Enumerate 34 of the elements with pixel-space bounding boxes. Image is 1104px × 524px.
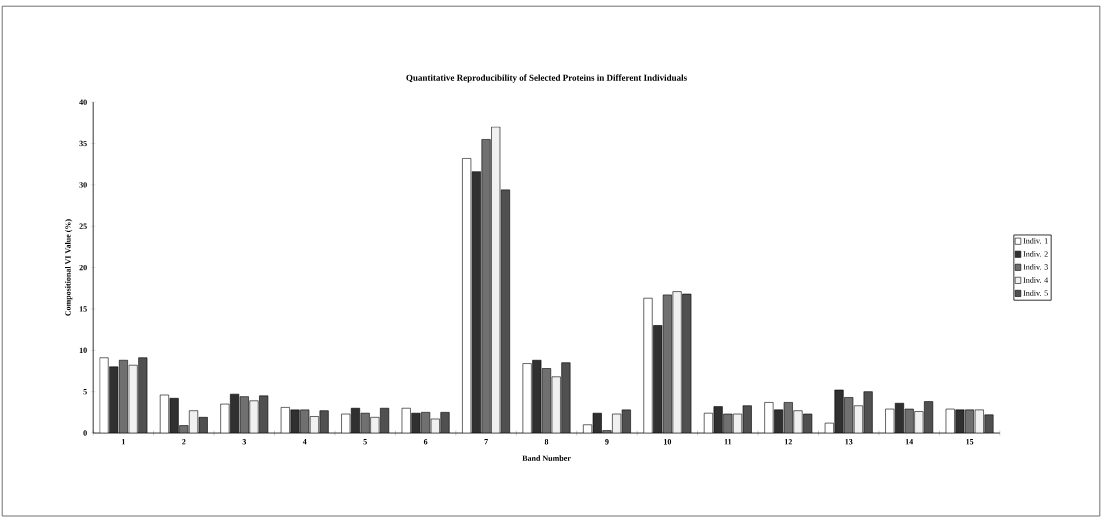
y-tick-label: 5 [83,388,87,395]
x-tick-label: 9 [605,438,609,445]
x-tick-label: 8 [544,438,549,445]
x-tick-label: 6 [423,438,428,445]
x-tick-label: 4 [302,438,307,445]
legend-label: Indiv. 1 [1023,237,1048,244]
bar [561,362,571,433]
y-tick-label: 40 [79,99,87,105]
x-tick-label: 3 [242,438,247,445]
x-tick-label: 15 [966,438,974,445]
x-tick-label: 11 [724,438,732,445]
x-axis-title: Band Number [522,455,571,461]
bar [834,389,844,433]
chart-title: Quantitative Reproducibility of Selected Proteins in Different Individuals [406,74,687,83]
y-tick-label: 35 [79,140,87,147]
legend-label: Indiv. 5 [1023,290,1048,296]
legend-label: Indiv. 4 [1023,277,1049,283]
x-tick-label: 1 [122,438,125,445]
y-tick-label: 30 [79,182,87,188]
x-tick-label: 12 [784,438,792,445]
x-tick-label: 2 [182,438,186,445]
x-tick-label: 5 [363,438,367,445]
legend-label: Indiv. 2 [1023,250,1048,257]
x-tick-label: 13 [845,438,853,445]
y-tick-label: 25 [79,223,87,229]
x-tick-label: 14 [905,438,914,445]
y-axis-title: Compositional VI Value (%) [65,219,73,316]
y-tick-label: 20 [79,264,87,271]
y-tick-label: 15 [79,306,87,312]
y-tick-label: 10 [79,347,87,353]
legend-label: Indiv. 3 [1023,263,1048,270]
y-tick-label: 0 [83,430,87,436]
x-tick-label: 10 [664,438,672,445]
x-tick-label: 7 [484,438,488,445]
